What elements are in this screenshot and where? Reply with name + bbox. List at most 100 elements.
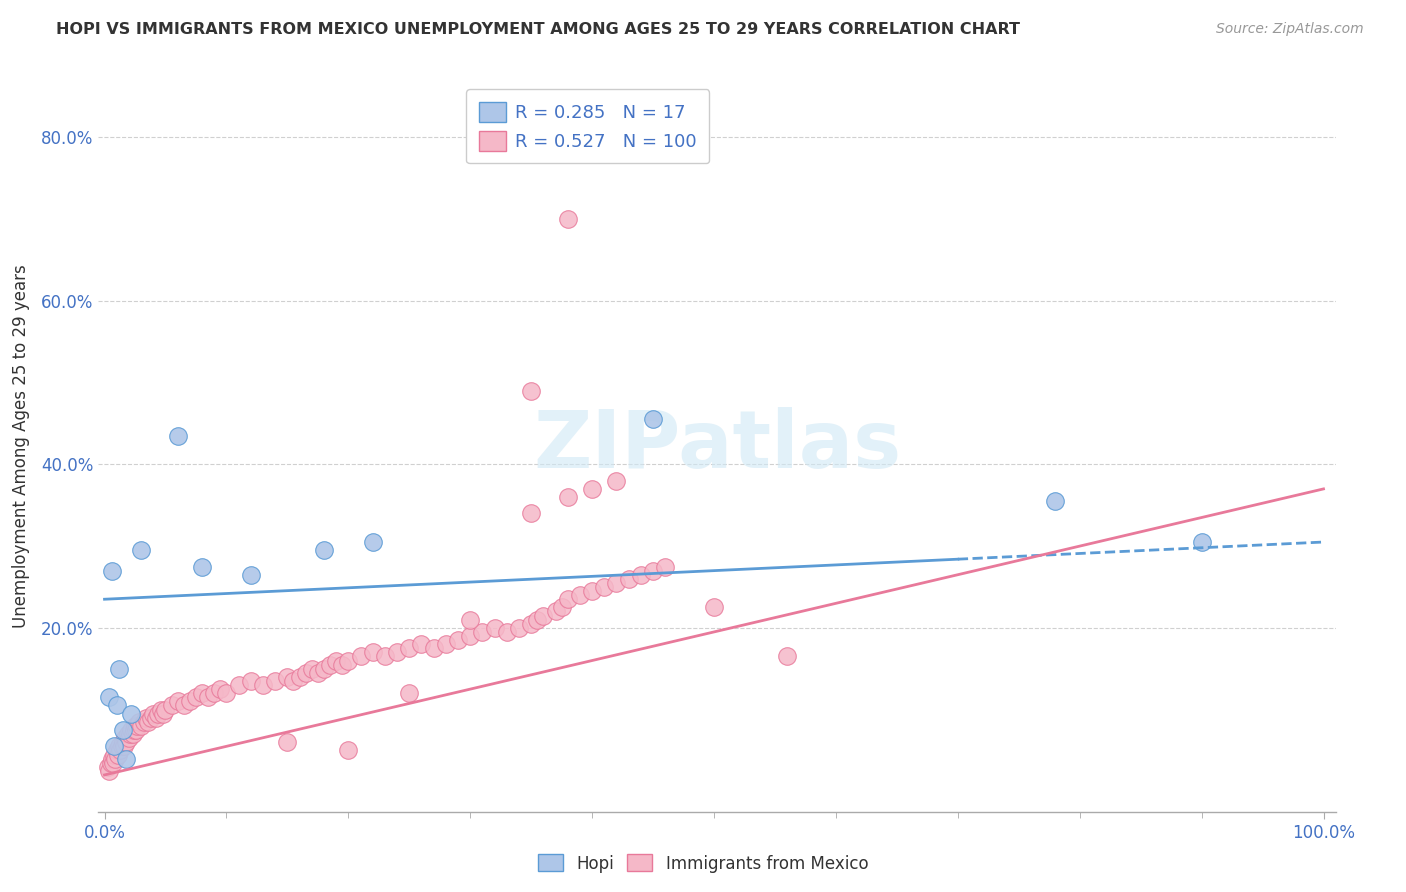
Text: Source: ZipAtlas.com: Source: ZipAtlas.com: [1216, 22, 1364, 37]
Point: [325, 654, 347, 668]
Point: [120, 727, 142, 741]
Point: [550, 600, 572, 615]
Point: [520, 616, 543, 631]
Point: [581, 482, 603, 496]
Point: [98, 764, 121, 778]
Point: [152, 706, 174, 721]
Point: [288, 670, 311, 684]
Point: [135, 711, 157, 725]
Point: [495, 624, 517, 639]
Point: [422, 641, 444, 656]
Point: [605, 575, 627, 590]
Point: [398, 686, 420, 700]
Point: [330, 657, 353, 672]
Point: [114, 731, 136, 746]
Point: [349, 649, 371, 664]
Point: [319, 657, 342, 672]
Point: [520, 384, 543, 398]
Point: [145, 711, 167, 725]
Point: [301, 662, 323, 676]
Point: [103, 739, 125, 754]
Point: [105, 698, 128, 713]
Point: [142, 706, 165, 721]
Point: [252, 678, 274, 692]
Point: [149, 702, 172, 716]
Point: [191, 559, 214, 574]
Text: HOPI VS IMMIGRANTS FROM MEXICO UNEMPLOYMENT AMONG AGES 25 TO 29 YEARS CORRELATIO: HOPI VS IMMIGRANTS FROM MEXICO UNEMPLOYM…: [56, 22, 1021, 37]
Point: [1191, 535, 1213, 549]
Point: [276, 735, 298, 749]
Point: [101, 751, 124, 765]
Point: [215, 686, 238, 700]
Point: [173, 698, 195, 713]
Legend: Hopi, Immigrants from Mexico: Hopi, Immigrants from Mexico: [531, 847, 875, 880]
Point: [122, 723, 145, 737]
Point: [337, 654, 360, 668]
Point: [160, 698, 183, 713]
Point: [125, 723, 148, 737]
Point: [276, 670, 298, 684]
Point: [294, 665, 316, 680]
Point: [264, 673, 287, 688]
Point: [110, 739, 132, 754]
Point: [471, 624, 494, 639]
Point: [337, 743, 360, 757]
Point: [101, 756, 124, 770]
Point: [105, 743, 128, 757]
Point: [374, 649, 396, 664]
Point: [520, 507, 543, 521]
Point: [458, 629, 481, 643]
Point: [283, 673, 305, 688]
Point: [593, 580, 616, 594]
Point: [312, 662, 335, 676]
Point: [239, 567, 262, 582]
Point: [434, 637, 457, 651]
Point: [209, 682, 232, 697]
Point: [641, 412, 664, 426]
Point: [139, 711, 162, 725]
Point: [557, 490, 579, 504]
Point: [398, 641, 420, 656]
Point: [108, 662, 131, 676]
Point: [776, 649, 799, 664]
Point: [100, 756, 122, 770]
Point: [184, 690, 207, 705]
Point: [104, 751, 127, 765]
Point: [115, 735, 138, 749]
Text: ZIPatlas: ZIPatlas: [533, 407, 901, 485]
Point: [191, 686, 214, 700]
Point: [544, 605, 567, 619]
Point: [202, 686, 225, 700]
Point: [138, 714, 160, 729]
Point: [129, 543, 152, 558]
Point: [121, 727, 143, 741]
Point: [458, 613, 481, 627]
Point: [179, 694, 201, 708]
Point: [568, 588, 591, 602]
Point: [361, 645, 384, 659]
Point: [228, 678, 250, 692]
Point: [1045, 494, 1067, 508]
Point: [111, 735, 134, 749]
Point: [110, 743, 132, 757]
Point: [581, 584, 603, 599]
Point: [129, 719, 152, 733]
Legend: R = 0.285   N = 17, R = 0.527   N = 100: R = 0.285 N = 17, R = 0.527 N = 100: [467, 89, 709, 163]
Y-axis label: Unemployment Among Ages 25 to 29 years: Unemployment Among Ages 25 to 29 years: [11, 264, 30, 628]
Point: [98, 690, 121, 705]
Point: [197, 690, 219, 705]
Point: [239, 673, 262, 688]
Point: [484, 621, 506, 635]
Point: [617, 572, 640, 586]
Point: [307, 665, 329, 680]
Point: [654, 559, 676, 574]
Point: [703, 600, 725, 615]
Point: [411, 637, 433, 651]
Point: [531, 608, 554, 623]
Point: [146, 706, 169, 721]
Point: [312, 543, 335, 558]
Point: [107, 747, 129, 762]
Point: [120, 706, 142, 721]
Point: [132, 714, 155, 729]
Point: [447, 633, 470, 648]
